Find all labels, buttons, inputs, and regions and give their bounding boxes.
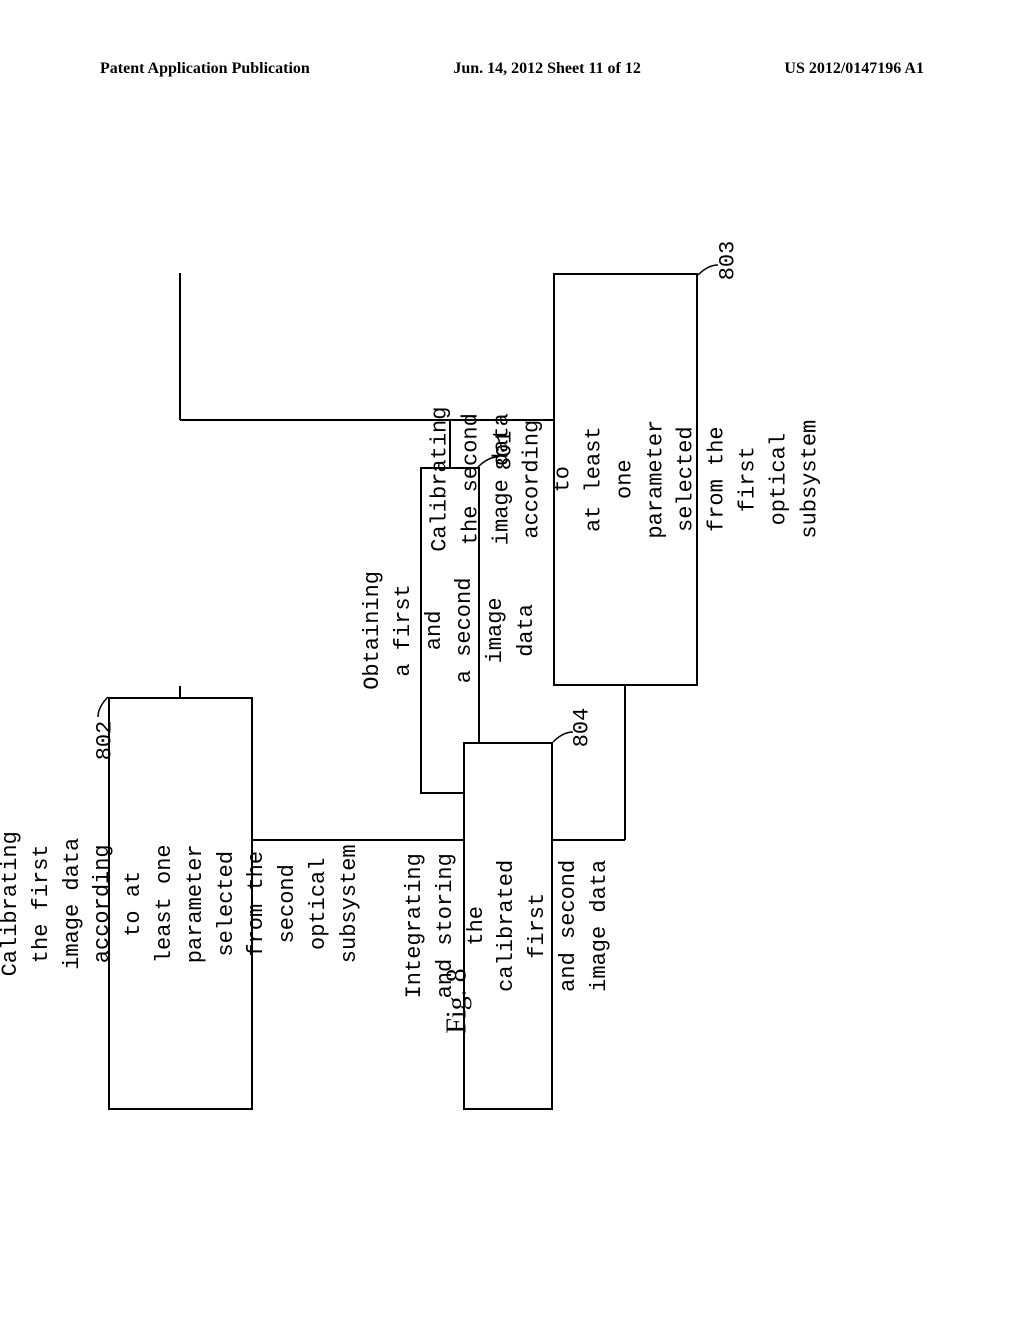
box-801-text: Obtaining a first and a second image dat… [358,571,543,690]
box-803-text: Calibrating the second image data accord… [425,407,825,552]
label-804: 804 [569,708,594,748]
box-804: Integrating and storing the calibrated f… [463,742,553,1110]
label-803: 803 [715,241,740,281]
box-802-text: Calibrating the first image data accordi… [0,831,365,976]
box-804-text: Integrating and storing the calibrated f… [400,853,616,998]
header-left: Patent Application Publication [100,60,310,78]
figure-label: Fig. 8 [442,968,474,1033]
label-802: 802 [92,721,117,761]
box-802: Calibrating the first image data accordi… [108,697,253,1110]
header-right: US 2012/0147196 A1 [784,60,924,78]
box-803: Calibrating the second image data accord… [553,273,698,686]
flowchart-diagram: Obtaining a first and a second image dat… [90,150,930,1110]
header-center: Jun. 14, 2012 Sheet 11 of 12 [453,60,641,78]
